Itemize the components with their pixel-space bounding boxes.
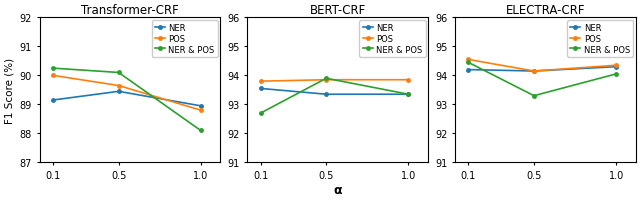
Line: NER: NER [467,66,618,73]
NER [49,99,57,102]
NER & POS [49,68,57,70]
Line: NER: NER [259,87,410,96]
NER & POS [530,95,538,97]
Line: NER: NER [51,90,202,108]
NER & POS [115,72,122,74]
Y-axis label: F1 Score (%): F1 Score (%) [4,58,14,123]
NER [612,66,620,69]
NER [323,94,330,96]
POS [530,70,538,73]
Legend: NER, POS, NER & POS: NER, POS, NER & POS [152,21,218,58]
Line: POS: POS [467,58,618,73]
POS [49,75,57,77]
X-axis label: α: α [333,183,342,196]
POS [323,79,330,82]
POS [465,59,472,61]
POS [257,81,264,83]
Title: Transformer-CRF: Transformer-CRF [81,4,179,17]
POS [404,79,412,82]
NER [197,105,205,108]
NER & POS [323,78,330,80]
POS [197,109,205,112]
NER [530,70,538,73]
Line: NER & POS: NER & POS [467,61,618,98]
Line: NER & POS: NER & POS [259,77,410,115]
Line: POS: POS [259,79,410,83]
Legend: NER, POS, NER & POS: NER, POS, NER & POS [567,21,634,58]
Line: NER & POS: NER & POS [51,67,202,133]
NER & POS [465,62,472,64]
NER & POS [257,112,264,115]
Legend: NER, POS, NER & POS: NER, POS, NER & POS [360,21,426,58]
NER [404,94,412,96]
POS [612,65,620,67]
POS [115,85,122,87]
Title: ELECTRA-CRF: ELECTRA-CRF [506,4,585,17]
NER & POS [404,94,412,96]
Title: BERT-CRF: BERT-CRF [310,4,366,17]
Line: POS: POS [51,74,202,112]
NER & POS [612,73,620,76]
NER & POS [197,130,205,132]
NER [257,88,264,90]
NER [115,91,122,93]
NER [465,69,472,71]
